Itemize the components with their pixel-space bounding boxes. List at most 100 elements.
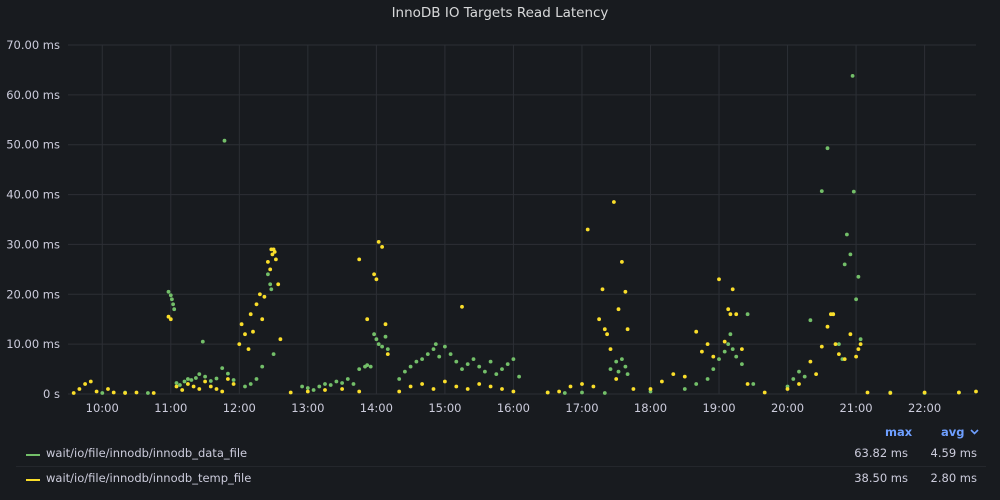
y-axis: 0 s 10.00 ms 20.00 ms 30.00 ms 40.00 ms 50.00… bbox=[6, 38, 60, 401]
data-point-data-file bbox=[433, 342, 438, 346]
data-point-temp-file bbox=[180, 388, 185, 392]
data-point-temp-file bbox=[837, 352, 841, 356]
data-point-data-file bbox=[837, 342, 841, 346]
data-point-temp-file bbox=[671, 372, 676, 376]
legend-max-value: 38.50 ms bbox=[854, 471, 908, 485]
data-point-data-file bbox=[465, 362, 470, 366]
data-point-data-file bbox=[376, 342, 381, 346]
data-point-temp-file bbox=[106, 387, 110, 391]
legend-header-avg-label: avg bbox=[941, 425, 965, 439]
data-point-temp-file bbox=[831, 312, 836, 317]
x-tick-label: 22:00 bbox=[908, 401, 941, 415]
data-point-temp-file bbox=[274, 257, 278, 262]
data-point-temp-file bbox=[591, 384, 596, 389]
chart-grid bbox=[68, 44, 976, 395]
data-point-data-file bbox=[266, 272, 270, 277]
data-point-data-file bbox=[146, 391, 150, 395]
data-point-data-file bbox=[694, 382, 699, 386]
data-point-temp-file bbox=[957, 390, 961, 395]
data-point-data-file bbox=[858, 337, 863, 342]
data-point-temp-file bbox=[745, 382, 750, 386]
data-point-temp-file bbox=[168, 317, 173, 322]
data-point-data-file bbox=[166, 289, 171, 294]
data-point-data-file bbox=[182, 379, 187, 384]
data-point-temp-file bbox=[197, 387, 202, 391]
data-point-temp-file bbox=[231, 382, 236, 386]
data-point-temp-file bbox=[431, 387, 436, 391]
data-point-temp-file bbox=[711, 354, 716, 359]
data-point-temp-file bbox=[191, 384, 196, 389]
data-point-data-file bbox=[194, 376, 198, 380]
data-point-data-file bbox=[431, 347, 436, 351]
data-point-data-file bbox=[745, 312, 750, 317]
data-point-temp-file bbox=[383, 322, 388, 327]
x-tick-label: 20:00 bbox=[771, 401, 804, 415]
data-point-temp-file bbox=[258, 292, 262, 297]
data-point-temp-file bbox=[270, 252, 275, 257]
data-point-data-file bbox=[171, 302, 176, 307]
data-point-temp-file bbox=[580, 382, 584, 386]
data-point-data-file bbox=[616, 369, 621, 374]
data-point-temp-file bbox=[260, 317, 265, 322]
data-point-temp-file bbox=[88, 379, 93, 384]
data-point-temp-file bbox=[717, 277, 721, 282]
data-point-data-file bbox=[372, 332, 376, 337]
data-point-temp-file bbox=[214, 387, 219, 391]
data-point-data-file bbox=[268, 282, 273, 287]
data-point-temp-file bbox=[278, 337, 283, 342]
data-point-temp-file bbox=[376, 240, 381, 244]
data-point-data-file bbox=[368, 364, 373, 369]
data-point-temp-file bbox=[77, 387, 82, 391]
data-point-temp-file bbox=[797, 382, 801, 386]
data-point-temp-file bbox=[740, 347, 744, 351]
data-point-data-file bbox=[802, 374, 807, 379]
legend-item-data-file[interactable]: wait/io/file/innodb/innodb_data_file 63.… bbox=[0, 444, 1000, 464]
data-point-data-file bbox=[722, 349, 727, 354]
data-point-temp-file bbox=[340, 387, 344, 391]
data-point-temp-file bbox=[357, 257, 362, 262]
data-point-temp-file bbox=[511, 389, 516, 394]
data-point-data-file bbox=[808, 318, 813, 323]
data-point-temp-file bbox=[272, 250, 277, 254]
data-point-data-file bbox=[851, 189, 856, 194]
data-point-data-file bbox=[483, 369, 487, 374]
data-point-data-file bbox=[797, 369, 801, 374]
data-point-temp-file bbox=[420, 382, 424, 386]
legend-series-name: wait/io/file/innodb/innodb_temp_file bbox=[46, 471, 252, 485]
data-point-data-file bbox=[300, 384, 304, 389]
legend-series-name: wait/io/file/innodb/innodb_data_file bbox=[46, 446, 248, 460]
scatter-chart[interactable]: 0 s 10.00 ms 20.00 ms 30.00 ms 40.00 ms 50.00… bbox=[0, 0, 1000, 420]
data-point-temp-file bbox=[385, 352, 390, 356]
legend-header-max[interactable]: max bbox=[885, 425, 913, 439]
data-point-temp-file bbox=[625, 327, 630, 332]
panel-title[interactable]: InnoDB IO Targets Read Latency bbox=[391, 5, 609, 21]
data-point-temp-file bbox=[848, 332, 853, 337]
data-point-data-file bbox=[437, 354, 442, 359]
data-point-temp-file bbox=[648, 387, 653, 391]
data-point-data-file bbox=[825, 146, 830, 151]
data-point-temp-file bbox=[614, 377, 619, 381]
data-point-data-file bbox=[740, 362, 744, 366]
data-point-temp-file bbox=[365, 317, 370, 322]
data-point-temp-file bbox=[602, 327, 607, 332]
data-point-temp-file bbox=[825, 324, 830, 329]
data-point-data-file bbox=[500, 367, 504, 371]
data-point-temp-file bbox=[151, 391, 156, 395]
data-point-temp-file bbox=[71, 391, 76, 395]
data-point-data-file bbox=[269, 287, 274, 292]
data-point-data-file bbox=[226, 371, 230, 376]
data-point-data-file bbox=[208, 379, 213, 383]
data-point-data-file bbox=[856, 274, 861, 279]
data-point-temp-file bbox=[374, 277, 379, 282]
legend-header-avg[interactable]: avg bbox=[941, 425, 979, 439]
legend-item-temp-file[interactable]: wait/io/file/innodb/innodb_temp_file 38.… bbox=[0, 469, 1000, 489]
data-point-temp-file bbox=[262, 294, 267, 299]
data-point-data-file bbox=[178, 383, 182, 387]
data-point-temp-file bbox=[597, 317, 601, 322]
x-tick-label: 11:00 bbox=[154, 401, 187, 415]
data-point-data-file bbox=[248, 382, 253, 386]
data-point-data-file bbox=[170, 297, 174, 302]
data-point-data-file bbox=[220, 366, 225, 370]
chevron-down-icon bbox=[969, 429, 979, 435]
data-point-data-file bbox=[726, 342, 731, 346]
